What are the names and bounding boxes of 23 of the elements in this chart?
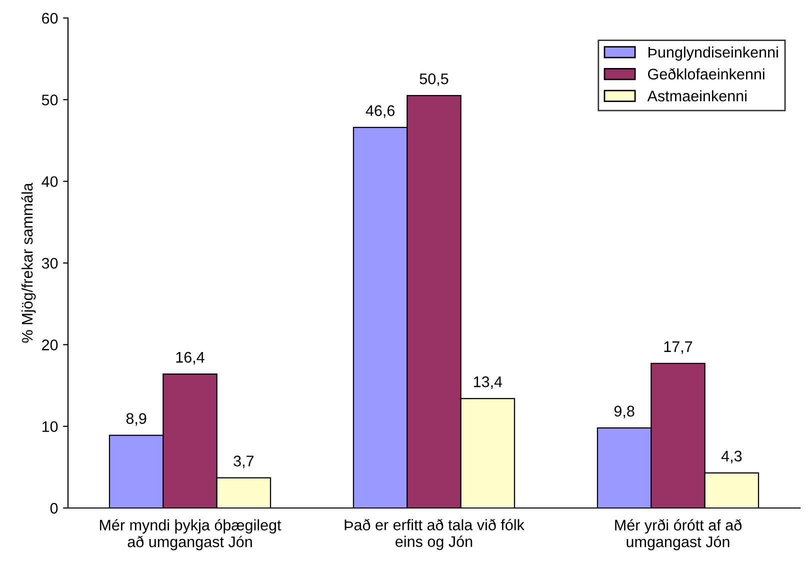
legend-label: Geðklofaeinkenni — [648, 68, 764, 80]
y-tick-label: 20 — [42, 340, 58, 350]
data-label: 4,3 — [721, 450, 742, 464]
data-label: 8,9 — [126, 413, 146, 426]
legend-label: Þunglyndiseinkenni — [648, 46, 778, 61]
data-label: 17,7 — [664, 341, 692, 354]
x-tick-label: Mér myndi þykja óþægilegt að umgangast Jón — [100, 519, 282, 550]
y-tick-label: 50 — [42, 94, 58, 106]
y-tick-label: 30 — [42, 258, 58, 269]
data-label: 9,8 — [614, 406, 634, 418]
data-label: 13,4 — [474, 376, 502, 390]
data-label: 46,6 — [366, 105, 395, 118]
x-tick-label: Mér yrði órótt af að umgangast Jón — [615, 519, 742, 550]
x-tick-label: Það er erfitt að tala við fólk eins og Jón — [344, 518, 524, 550]
data-label: 16,4 — [176, 352, 204, 365]
data-label: 50,5 — [420, 73, 448, 86]
y-tick-label: 10 — [42, 421, 58, 432]
y-tick-label: 60 — [42, 12, 58, 24]
y-tick-label: 40 — [42, 176, 58, 188]
data-label: 3,7 — [234, 456, 254, 468]
legend-label: Astmaeinkenni — [647, 90, 746, 102]
y-axis-title: % Mjög/frekar sammála — [21, 182, 36, 343]
y-tick-label: 0 — [50, 502, 58, 514]
